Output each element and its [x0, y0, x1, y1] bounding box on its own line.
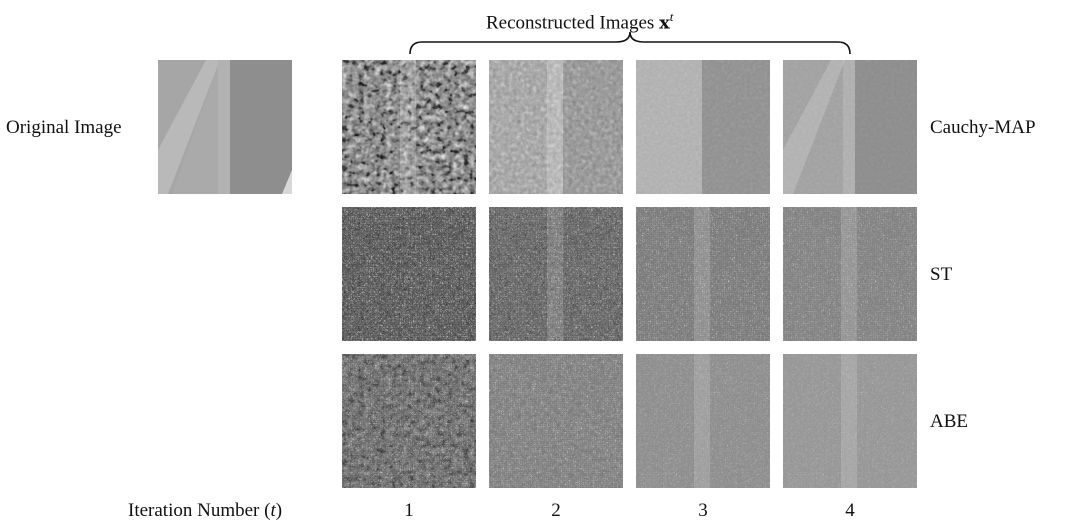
st-iter-2-image — [489, 207, 623, 341]
cauchy-map-iter-2-image — [489, 60, 623, 194]
abe-iter-4-image — [783, 354, 917, 488]
column-number-1: 1 — [404, 500, 414, 521]
column-number-4: 4 — [845, 500, 855, 521]
iteration-label-prefix: Iteration Number ( — [128, 500, 271, 521]
abe-iter-1-image — [342, 354, 476, 488]
brace — [409, 31, 851, 55]
title-symbol: x — [659, 12, 670, 34]
st-iter-3-image — [636, 207, 770, 341]
cauchy-map-iter-1-image — [342, 60, 476, 194]
row-label-st: ST — [930, 264, 953, 285]
cauchy-map-iter-3-image — [636, 60, 770, 194]
original-image — [158, 60, 292, 194]
title-superscript: t — [669, 9, 674, 24]
iteration-label-var: t — [270, 500, 276, 521]
abe-iter-2-image — [489, 354, 623, 488]
cauchy-map-iter-4-image — [783, 60, 917, 194]
row-label-cauchy-map: Cauchy-MAP — [930, 117, 1036, 138]
column-number-2: 2 — [551, 500, 561, 521]
row-label-abe: ABE — [930, 411, 968, 432]
st-iter-4-image — [783, 207, 917, 341]
original-image-label: Original Image — [6, 117, 122, 138]
column-number-3: 3 — [698, 500, 708, 521]
abe-iter-3-image — [636, 354, 770, 488]
figure-title: Reconstructed Images xt — [486, 6, 786, 34]
iteration-number-label: Iteration Number (t) — [128, 500, 282, 522]
st-iter-1-image — [342, 207, 476, 341]
iteration-label-suffix: ) — [275, 500, 283, 521]
title-text: Reconstructed Images — [486, 12, 660, 34]
